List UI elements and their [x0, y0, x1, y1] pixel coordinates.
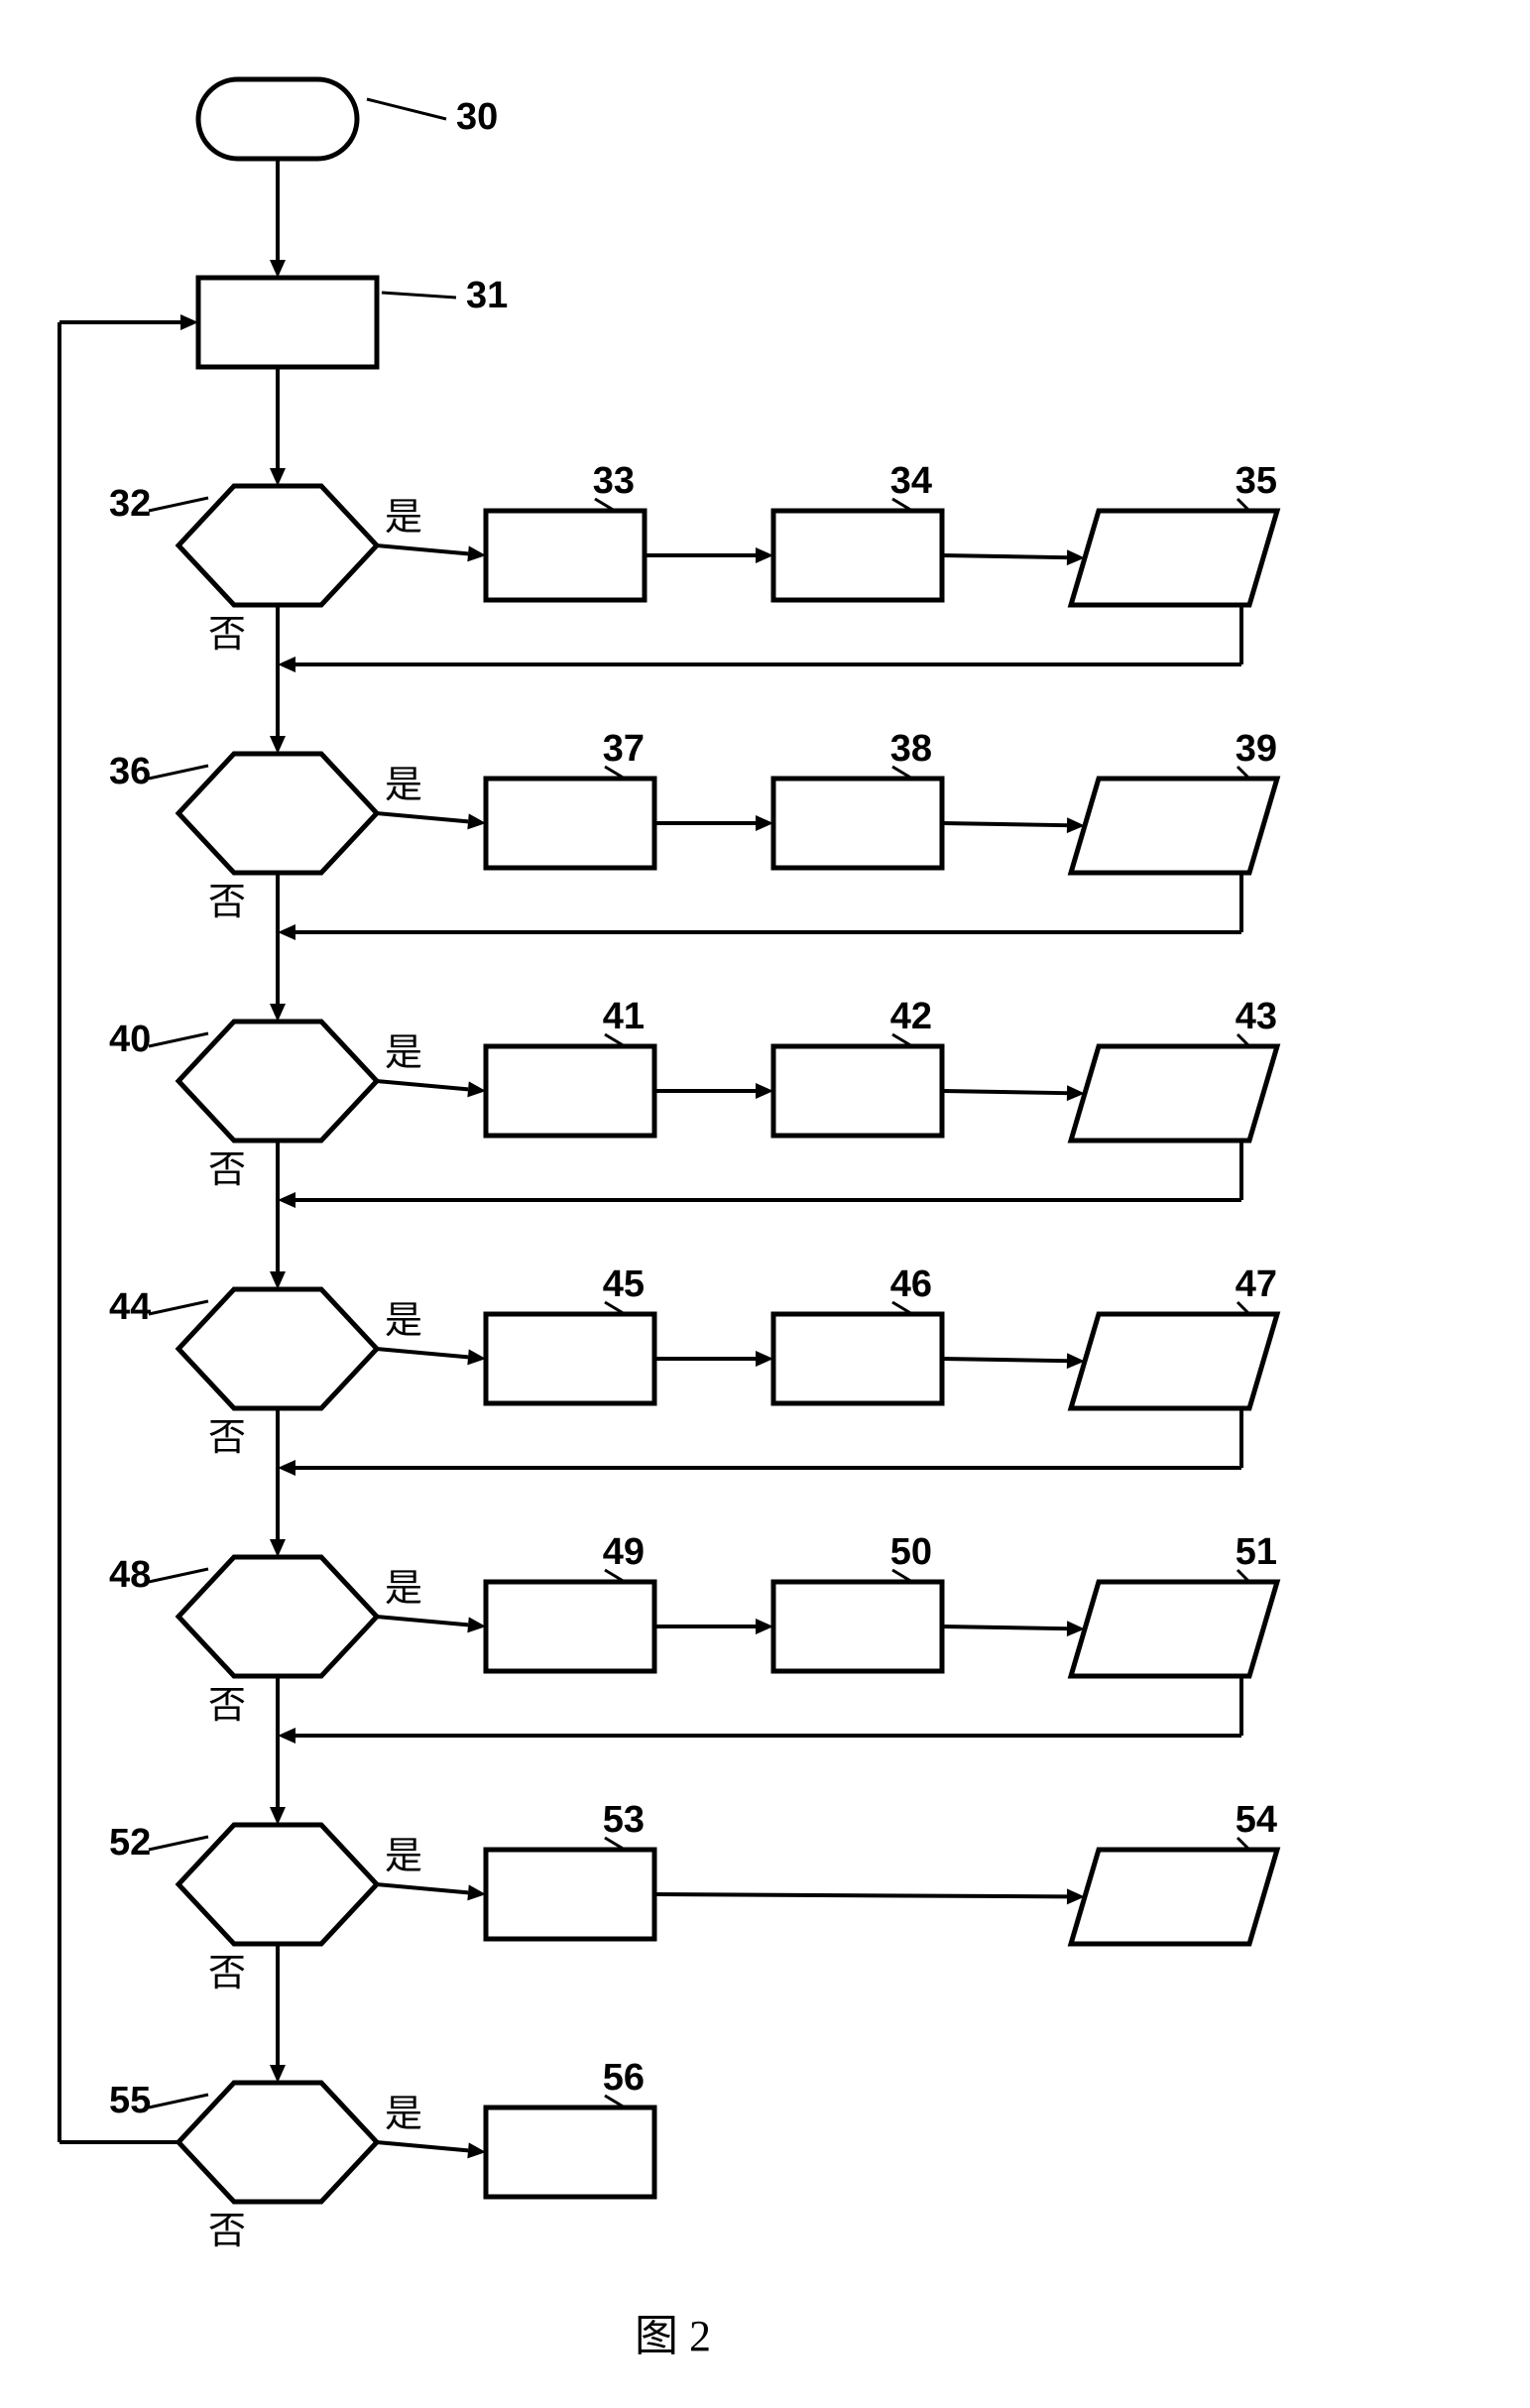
svg-text:56: 56 [603, 2057, 645, 2099]
svg-text:39: 39 [1236, 728, 1277, 770]
svg-text:否: 否 [208, 2211, 246, 2252]
svg-text:55: 55 [109, 2080, 151, 2121]
svg-text:34: 34 [890, 460, 932, 502]
svg-text:53: 53 [603, 1799, 645, 1841]
svg-text:50: 50 [890, 1531, 932, 1573]
svg-text:图 2: 图 2 [635, 2312, 711, 2360]
svg-text:51: 51 [1236, 1531, 1277, 1573]
svg-text:33: 33 [593, 460, 635, 502]
svg-text:52: 52 [109, 1822, 151, 1864]
svg-text:是: 是 [385, 2094, 422, 2135]
svg-text:否: 否 [208, 882, 246, 923]
svg-text:45: 45 [603, 1264, 645, 1305]
svg-text:44: 44 [109, 1286, 151, 1328]
flowchart-canvas: 303132是否33343536是否37383940是否41424344是否45… [20, 20, 1530, 2388]
svg-text:否: 否 [208, 1685, 246, 1727]
svg-text:是: 是 [385, 497, 422, 539]
svg-text:是: 是 [385, 765, 422, 806]
svg-text:41: 41 [603, 996, 645, 1037]
svg-text:38: 38 [890, 728, 932, 770]
svg-text:否: 否 [208, 1417, 246, 1459]
svg-text:是: 是 [385, 1032, 422, 1074]
svg-text:32: 32 [109, 483, 151, 525]
svg-text:否: 否 [208, 1953, 246, 1994]
svg-text:46: 46 [890, 1264, 932, 1305]
svg-text:35: 35 [1236, 460, 1277, 502]
svg-text:36: 36 [109, 751, 151, 792]
svg-text:48: 48 [109, 1554, 151, 1596]
svg-text:43: 43 [1236, 996, 1277, 1037]
svg-text:否: 否 [208, 1149, 246, 1191]
svg-text:30: 30 [456, 96, 498, 138]
svg-text:是: 是 [385, 1836, 422, 1877]
svg-text:31: 31 [466, 275, 508, 316]
svg-text:是: 是 [385, 1568, 422, 1610]
svg-text:否: 否 [208, 614, 246, 656]
svg-text:37: 37 [603, 728, 645, 770]
svg-text:49: 49 [603, 1531, 645, 1573]
svg-text:40: 40 [109, 1019, 151, 1060]
svg-text:42: 42 [890, 996, 932, 1037]
svg-text:47: 47 [1236, 1264, 1277, 1305]
svg-text:是: 是 [385, 1300, 422, 1342]
svg-text:54: 54 [1236, 1799, 1277, 1841]
